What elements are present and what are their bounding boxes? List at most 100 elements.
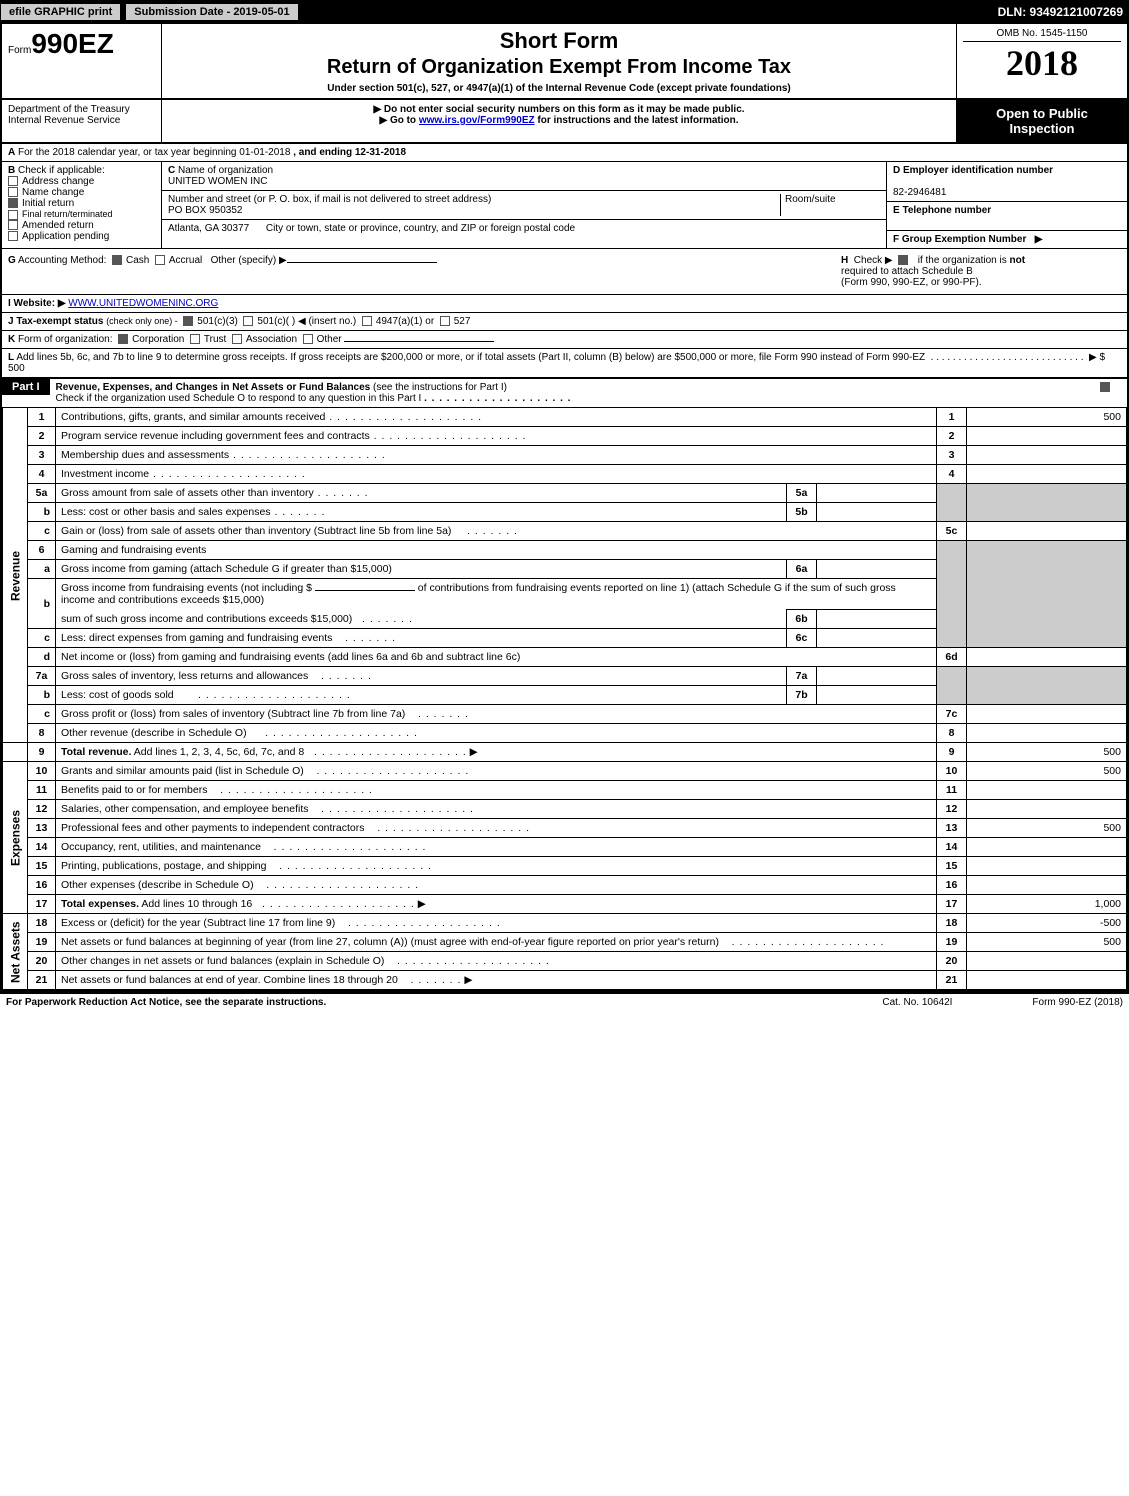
paperwork-notice: For Paperwork Reduction Act Notice, see …: [6, 997, 326, 1008]
l7-shade: [937, 667, 967, 705]
col-b: B Check if applicable: Address change Na…: [2, 162, 162, 248]
l6b-num: b: [28, 579, 56, 629]
l7c-num: c: [28, 705, 56, 724]
l18-rnum: 18: [937, 914, 967, 933]
l17-desc: Total expenses. Add lines 10 through 16 …: [56, 895, 937, 914]
part1-header-row: Part I Revenue, Expenses, and Changes in…: [2, 377, 1127, 407]
opt-501c: 501(c)( ) ◀ (insert no.): [257, 316, 356, 327]
chk-label-name: Name change: [22, 187, 84, 198]
l6c-mval: [817, 629, 937, 648]
other-specify-field[interactable]: [287, 262, 437, 263]
website-link[interactable]: WWW.UNITEDWOMENINC.ORG: [68, 298, 218, 309]
line-16: 16 Other expenses (describe in Schedule …: [3, 876, 1127, 895]
label-k: K: [8, 334, 15, 345]
line-18: Net Assets 18 Excess or (deficit) for th…: [3, 914, 1127, 933]
l20-num: 20: [28, 952, 56, 971]
l12-rnum: 12: [937, 800, 967, 819]
name-label: Name of organization: [178, 165, 273, 176]
chk-527[interactable]: [440, 316, 450, 326]
c-city-cell: Atlanta, GA 30377 City or town, state or…: [162, 220, 886, 237]
chk-application-pending[interactable]: Application pending: [8, 231, 155, 242]
line-5c: c Gain or (loss) from sale of assets oth…: [3, 522, 1127, 541]
chk-schedule-b[interactable]: [898, 255, 908, 265]
instr-goto-post: for instructions and the latest informat…: [535, 115, 739, 126]
chk-other-org[interactable]: [303, 334, 313, 344]
row-j: J Tax-exempt status (check only one) - 5…: [2, 312, 1127, 330]
chk-501c3[interactable]: [183, 316, 193, 326]
form-title-cell: Short Form Return of Organization Exempt…: [162, 24, 957, 98]
chk-accrual[interactable]: [155, 255, 165, 265]
line-20: 20 Other changes in net assets or fund b…: [3, 952, 1127, 971]
opt-4947: 4947(a)(1) or: [376, 316, 434, 327]
row-k: K Form of organization: Corporation Trus…: [2, 330, 1127, 348]
line-19: 19 Net assets or fund balances at beginn…: [3, 933, 1127, 952]
ein-value: 82-2946481: [893, 187, 946, 198]
label-l: L: [8, 352, 14, 363]
l17-num: 17: [28, 895, 56, 914]
chk-trust[interactable]: [190, 334, 200, 344]
chk-association[interactable]: [232, 334, 242, 344]
chk-schedule-o[interactable]: [1100, 382, 1110, 392]
chk-501c[interactable]: [243, 316, 253, 326]
phone-label: E Telephone number: [893, 205, 991, 216]
chk-corporation[interactable]: [118, 334, 128, 344]
city-label: City or town, state or province, country…: [266, 223, 575, 234]
l20-desc: Other changes in net assets or fund bala…: [56, 952, 937, 971]
label-c: C: [168, 165, 175, 176]
c-name-cell: C Name of organization UNITED WOMEN INC: [162, 162, 886, 191]
chk-label-address: Address change: [22, 176, 94, 187]
l13-rval: 500: [967, 819, 1127, 838]
l6a-desc: Gross income from gaming (attach Schedul…: [56, 560, 787, 579]
chk-label-initial: Initial return: [22, 198, 74, 209]
other-org-label: Other: [317, 334, 342, 345]
chk-final-return[interactable]: Final return/terminated: [8, 209, 155, 220]
irs-link[interactable]: www.irs.gov/Form990EZ: [419, 115, 535, 126]
lines-table: Revenue 1 Contributions, gifts, grants, …: [2, 407, 1127, 990]
l13-desc: Professional fees and other payments to …: [56, 819, 937, 838]
chk-amended-return[interactable]: Amended return: [8, 220, 155, 231]
chk-address-change[interactable]: Address change: [8, 176, 155, 187]
h-text3: required to attach Schedule B: [841, 266, 973, 277]
l5b-desc: Less: cost or other basis and sales expe…: [56, 503, 787, 522]
footer: For Paperwork Reduction Act Notice, see …: [0, 992, 1129, 1011]
l6b-blank[interactable]: [315, 590, 415, 591]
other-org-field[interactable]: [344, 341, 494, 342]
l16-num: 16: [28, 876, 56, 895]
chk-label-pending: Application pending: [22, 231, 109, 242]
l1-desc: Contributions, gifts, grants, and simila…: [56, 408, 937, 427]
l4-rnum: 4: [937, 465, 967, 484]
check-if-label: Check if applicable:: [18, 165, 105, 176]
ending-a: , and ending 12-31-2018: [293, 147, 406, 158]
l5a-desc: Gross amount from sale of assets other t…: [56, 484, 787, 503]
line-7a: 7a Gross sales of inventory, less return…: [3, 667, 1127, 686]
dept-line1: Department of the Treasury: [8, 104, 155, 115]
row-g: G Accounting Method: Cash Accrual Other …: [2, 248, 1127, 294]
l6-shade2: [967, 541, 1127, 648]
chk-4947[interactable]: [362, 316, 372, 326]
l3-desc: Membership dues and assessments: [56, 446, 937, 465]
short-form-heading: Short Form: [168, 28, 950, 54]
l7b-mnum: 7b: [787, 686, 817, 705]
omb-number: OMB No. 1545-1150: [963, 28, 1121, 42]
efile-print-button[interactable]: efile GRAPHIC print: [0, 3, 121, 21]
l6a-num: a: [28, 560, 56, 579]
line-6d: d Net income or (loss) from gaming and f…: [3, 648, 1127, 667]
l13-rnum: 13: [937, 819, 967, 838]
l21-num: 21: [28, 971, 56, 990]
l21-rval: [967, 971, 1127, 990]
chk-cash[interactable]: [112, 255, 122, 265]
line-8: 8 Other revenue (describe in Schedule O)…: [3, 724, 1127, 743]
l2-num: 2: [28, 427, 56, 446]
row-bc: B Check if applicable: Address change Na…: [2, 162, 1127, 248]
l16-rval: [967, 876, 1127, 895]
chk-name-change[interactable]: Name change: [8, 187, 155, 198]
corp-label: Corporation: [132, 334, 184, 345]
part1-title-note: (see the instructions for Part I): [373, 382, 507, 393]
chk-initial-return[interactable]: Initial return: [8, 198, 155, 209]
l14-num: 14: [28, 838, 56, 857]
addr-label: Number and street (or P. O. box, if mail…: [168, 194, 491, 205]
l5c-rnum: 5c: [937, 522, 967, 541]
chk-label-amended: Amended return: [22, 220, 94, 231]
group-arrow: ▶: [1035, 234, 1043, 245]
l19-rval: 500: [967, 933, 1127, 952]
